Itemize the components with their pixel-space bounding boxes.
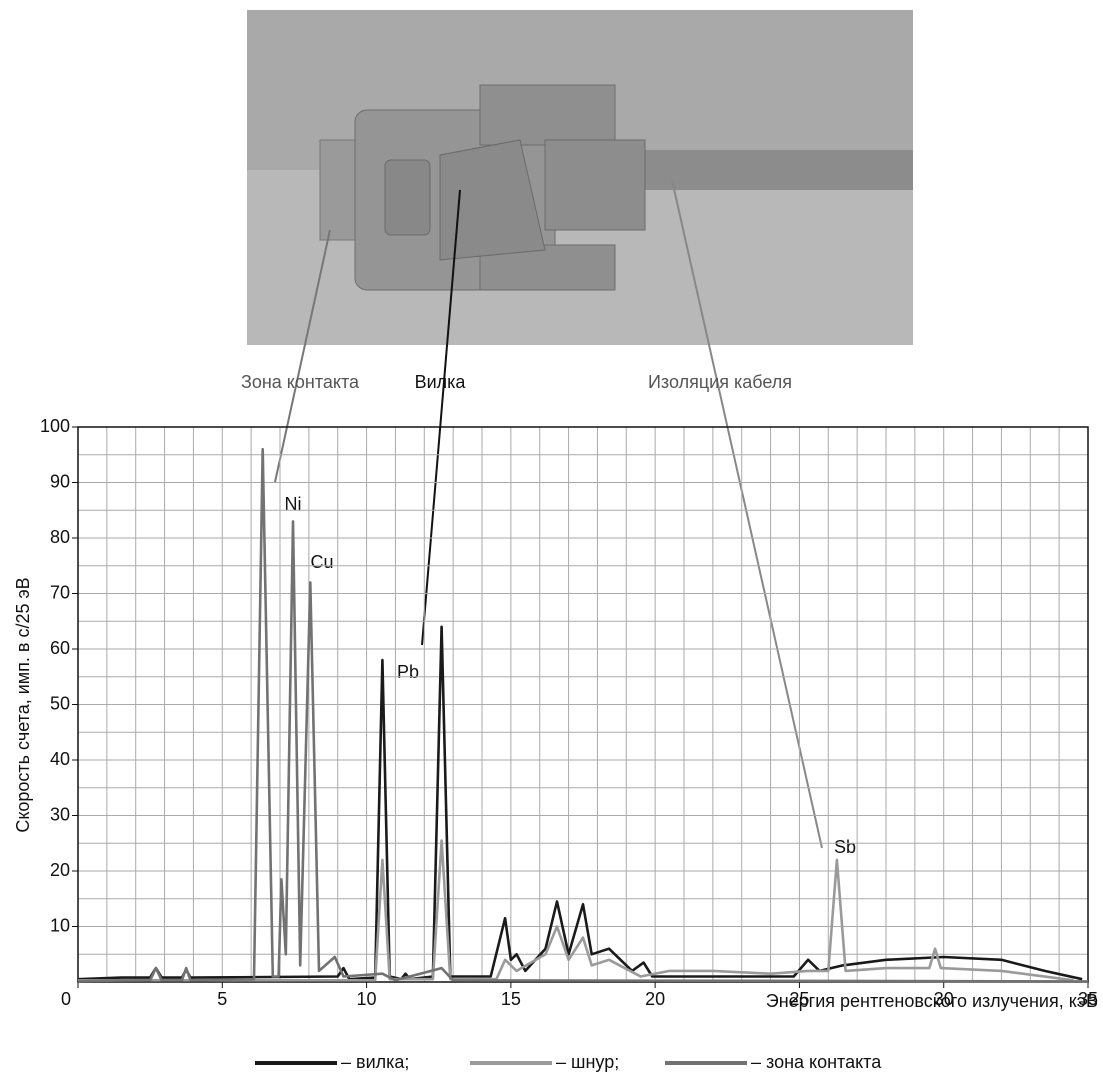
legend-label: – вилка; — [341, 1052, 409, 1072]
peak-label: Pb — [397, 662, 419, 682]
photo — [247, 10, 913, 345]
x-tick-label: 25 — [789, 989, 809, 1009]
peak-label: Cu — [310, 552, 333, 572]
y-tick-label: 10 — [50, 915, 70, 935]
y-tick-label: 100 — [40, 416, 70, 436]
y-tick-label: 90 — [50, 471, 70, 491]
y-tick-label: 20 — [50, 860, 70, 880]
y-tick-label: 70 — [50, 582, 70, 602]
x-tick-label: 10 — [357, 989, 377, 1009]
legend-label: – зона контакта — [751, 1052, 882, 1072]
x-tick-label: 35 — [1078, 989, 1098, 1009]
callout-label: Зона контакта — [241, 372, 360, 392]
y-axis-label: Скорость счета, имп. в с/25 эВ — [13, 577, 33, 832]
legend-label: – шнур; — [556, 1052, 619, 1072]
x-tick-label: 20 — [645, 989, 665, 1009]
peak-label: Ni — [285, 494, 302, 514]
x-tick-label: 0 — [61, 989, 71, 1009]
series-line — [78, 839, 1074, 982]
y-tick-label: 80 — [50, 527, 70, 547]
leader-lines — [274, 179, 823, 849]
x-tick-label: 30 — [934, 989, 954, 1009]
y-tick-label: 30 — [50, 804, 70, 824]
series-line — [77, 447, 1089, 983]
y-tick-label: 40 — [50, 749, 70, 769]
x-axis-label: Энергия рентгеновского излучения, кэВ — [766, 991, 1098, 1011]
callout-label: Изоляция кабеля — [648, 372, 792, 392]
y-tick-label: 50 — [50, 693, 70, 713]
peak-label: Sb — [834, 837, 856, 857]
callout-label: Вилка — [415, 372, 467, 392]
x-tick-label: 5 — [217, 989, 227, 1009]
y-tick-label: 60 — [50, 638, 70, 658]
x-tick-label: 15 — [501, 989, 521, 1009]
